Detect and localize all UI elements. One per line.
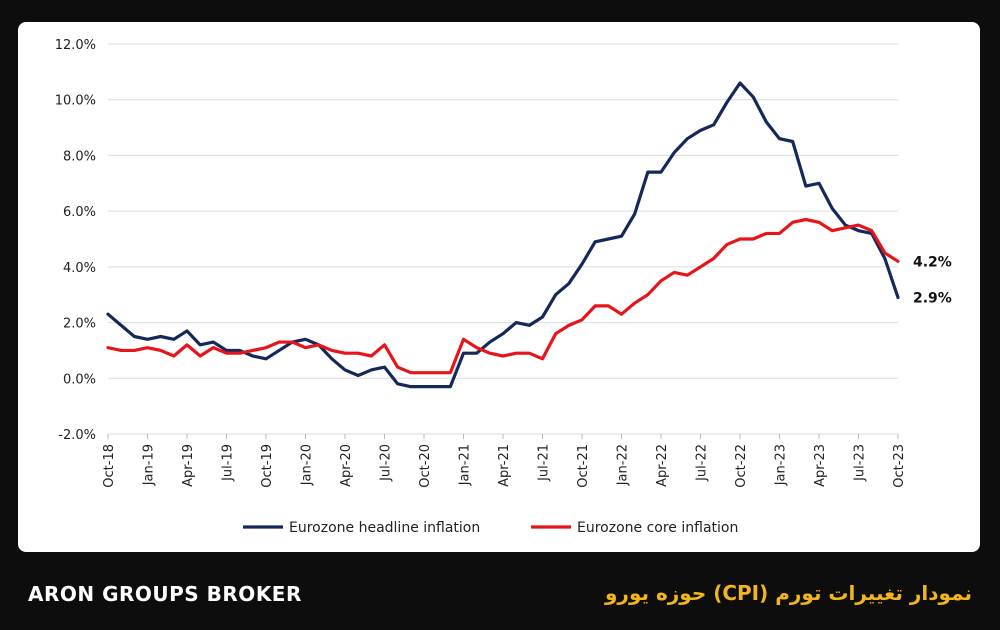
chart-title: نمودار تغییرات تورم (CPI) حوزه یورو xyxy=(605,581,972,605)
x-tick-label: Jul-21 xyxy=(537,444,552,482)
y-axis-tick-labels: 12.0% 10.0% 8.0% 6.0% 4.0% 2.0% 0.0% -2.0% xyxy=(55,38,96,443)
x-tick-label: Jan-21 xyxy=(458,444,473,486)
x-tick-label: Jan-19 xyxy=(142,444,157,486)
x-tick-label: Jul-23 xyxy=(853,444,868,482)
y-tick-label: 4.0% xyxy=(63,261,96,276)
chart-panel: 12.0% 10.0% 8.0% 6.0% 4.0% 2.0% 0.0% -2.0% Oct-… xyxy=(18,22,980,552)
x-tick-label: Jul-22 xyxy=(695,444,710,482)
inflation-line-chart: 12.0% 10.0% 8.0% 6.0% 4.0% 2.0% 0.0% -2.0% Oct-… xyxy=(55,38,952,536)
x-tick-label: Apr-21 xyxy=(497,444,512,487)
x-tick-label: Oct-23 xyxy=(892,444,907,488)
brand-name: ARON GROUPS BROKER xyxy=(28,582,302,606)
core-end-label: 4.2% xyxy=(913,254,952,270)
series-lines xyxy=(106,81,900,389)
x-tick-label: Jan-23 xyxy=(774,444,789,486)
footer-bar: ARON GROUPS BROKER نمودار تغییرات تورم (… xyxy=(0,560,1000,630)
x-tick-label: Apr-22 xyxy=(655,444,670,487)
headline-end-label: 2.9% xyxy=(913,291,952,307)
core-inflation-line xyxy=(106,217,900,375)
x-tick-label: Oct-21 xyxy=(576,444,591,488)
x-tick-label: Jan-20 xyxy=(300,444,315,486)
y-tick-label: 6.0% xyxy=(63,205,96,220)
x-tick-label: Oct-22 xyxy=(734,444,749,488)
x-tick-label: Apr-19 xyxy=(181,444,196,487)
x-tick-label: Oct-19 xyxy=(260,444,275,488)
x-tick-label: Jul-19 xyxy=(221,444,236,482)
y-tick-label: 2.0% xyxy=(63,317,96,332)
y-tick-label: 10.0% xyxy=(55,94,96,109)
y-tick-label: 12.0% xyxy=(55,38,96,53)
x-axis-tick-labels: Oct-18 Jan-19 Apr-19 Jul-19 Oct-19 Jan-20 Apr-… xyxy=(102,434,907,488)
x-tick-label: Jul-20 xyxy=(379,444,394,482)
x-tick-label: Jan-22 xyxy=(616,444,631,486)
x-tick-label: Apr-20 xyxy=(339,444,354,487)
core-legend-label: Eurozone core inflation xyxy=(577,520,738,536)
end-value-labels: 2.9% 4.2% xyxy=(913,254,952,306)
chart-legend: Eurozone headline inflation Eurozone core… xyxy=(243,520,738,536)
y-tick-label: 8.0% xyxy=(63,149,96,164)
headline-inflation-line xyxy=(106,81,900,389)
x-tick-label: Apr-23 xyxy=(813,444,828,487)
x-tick-label: Oct-20 xyxy=(418,444,433,488)
y-tick-label: -2.0% xyxy=(58,428,96,443)
headline-legend-label: Eurozone headline inflation xyxy=(289,520,480,536)
gridlines xyxy=(108,43,898,435)
x-tick-label: Oct-18 xyxy=(102,444,117,488)
y-tick-label: 0.0% xyxy=(63,372,96,387)
